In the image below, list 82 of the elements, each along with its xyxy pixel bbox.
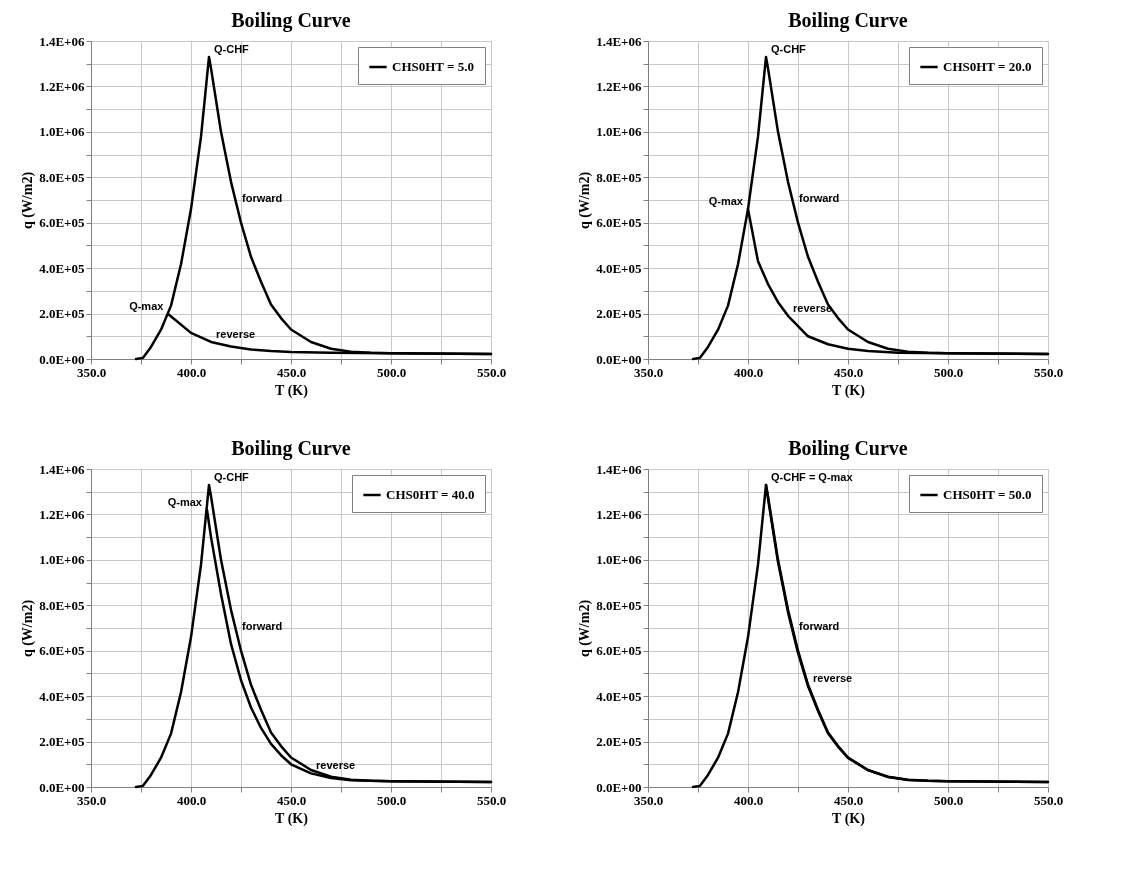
y-tick-label: 4.0E+05	[39, 688, 85, 704]
y-axis-title: q (W/m2)	[20, 599, 37, 658]
y-tick-label: 0.0E+00	[39, 779, 85, 795]
y-axis-title: q (W/m2)	[577, 599, 594, 658]
x-axis-title: T (K)	[832, 810, 866, 827]
annotation: forward	[242, 192, 283, 205]
x-tick-label: 550.0	[476, 364, 507, 380]
y-tick-label: 8.0E+05	[39, 169, 85, 185]
x-tick-label: 400.0	[176, 792, 207, 808]
legend-label: CHS0HT = 50.0	[943, 487, 1032, 502]
x-tick-label: 550.0	[1033, 364, 1064, 380]
legend-label: CHS0HT = 20.0	[943, 59, 1032, 74]
annotation: forward	[799, 192, 840, 205]
y-tick-label: 0.0E+00	[39, 351, 85, 367]
x-tick-label: 450.0	[833, 364, 864, 380]
x-tick-label: 400.0	[733, 364, 764, 380]
y-tick-label: 1.0E+06	[596, 552, 642, 568]
y-tick-label: 2.0E+05	[39, 306, 85, 322]
y-tick-label: 1.2E+06	[596, 78, 642, 94]
y-tick-label: 4.0E+05	[39, 260, 85, 276]
annotation: reverse	[316, 759, 356, 772]
chart-title: Boiling Curve	[231, 9, 351, 32]
legend-label: CHS0HT = 40.0	[386, 487, 475, 502]
y-tick-label: 6.0E+05	[39, 215, 85, 231]
y-tick-label: 1.0E+06	[39, 552, 85, 568]
y-tick-label: 6.0E+05	[596, 215, 642, 231]
annotation: Q-CHF	[214, 470, 250, 483]
annotation: Q-max	[129, 300, 165, 313]
y-tick-label: 1.0E+06	[596, 124, 642, 140]
y-tick-label: 2.0E+05	[596, 306, 642, 322]
annotation: Q-max	[708, 195, 744, 208]
y-tick-label: 1.2E+06	[39, 78, 85, 94]
annotation: Q-CHF	[771, 42, 807, 55]
y-tick-label: 4.0E+05	[596, 260, 642, 276]
x-tick-label: 500.0	[376, 792, 407, 808]
y-tick-label: 0.0E+00	[596, 779, 642, 795]
y-axis-title: q (W/m2)	[577, 171, 594, 230]
annotation: forward	[799, 620, 840, 633]
x-axis-title: T (K)	[832, 382, 866, 399]
x-tick-label: 400.0	[176, 364, 207, 380]
y-tick-label: 1.4E+06	[39, 461, 85, 477]
y-tick-label: 1.4E+06	[596, 461, 642, 477]
annotation: reverse	[813, 671, 853, 684]
x-tick-label: 500.0	[933, 364, 964, 380]
x-tick-label: 450.0	[833, 792, 864, 808]
y-tick-label: 6.0E+05	[39, 643, 85, 659]
y-axis-title: q (W/m2)	[20, 171, 37, 230]
x-tick-label: 450.0	[276, 792, 307, 808]
x-tick-label: 450.0	[276, 364, 307, 380]
x-axis-title: T (K)	[275, 382, 309, 399]
x-tick-label: 350.0	[633, 364, 664, 380]
y-tick-label: 1.4E+06	[39, 33, 85, 49]
annotation: forward	[242, 620, 283, 633]
annotation: Q-max	[167, 495, 203, 508]
x-tick-label: 500.0	[933, 792, 964, 808]
x-axis-title: T (K)	[275, 810, 309, 827]
y-tick-label: 4.0E+05	[596, 688, 642, 704]
y-tick-label: 1.2E+06	[39, 506, 85, 522]
y-tick-label: 2.0E+05	[39, 734, 85, 750]
x-tick-label: 550.0	[476, 792, 507, 808]
annotation: Q-CHF = Q-max	[771, 470, 854, 483]
x-tick-label: 350.0	[633, 792, 664, 808]
chart-title: Boiling Curve	[788, 9, 908, 32]
y-tick-label: 8.0E+05	[596, 597, 642, 613]
x-tick-label: 500.0	[376, 364, 407, 380]
y-tick-label: 1.4E+06	[596, 33, 642, 49]
y-tick-label: 8.0E+05	[39, 597, 85, 613]
chart-title: Boiling Curve	[788, 437, 908, 460]
y-tick-label: 2.0E+05	[596, 734, 642, 750]
y-tick-label: 0.0E+00	[596, 351, 642, 367]
chart-title: Boiling Curve	[231, 437, 351, 460]
y-tick-label: 1.0E+06	[39, 124, 85, 140]
annotation: reverse	[216, 327, 256, 340]
annotation: Q-CHF	[214, 42, 250, 55]
y-tick-label: 6.0E+05	[596, 643, 642, 659]
x-tick-label: 550.0	[1033, 792, 1064, 808]
y-tick-label: 1.2E+06	[596, 506, 642, 522]
x-tick-label: 350.0	[76, 792, 107, 808]
y-tick-label: 8.0E+05	[596, 169, 642, 185]
x-tick-label: 350.0	[76, 364, 107, 380]
x-tick-label: 400.0	[733, 792, 764, 808]
legend-label: CHS0HT = 5.0	[392, 59, 474, 74]
